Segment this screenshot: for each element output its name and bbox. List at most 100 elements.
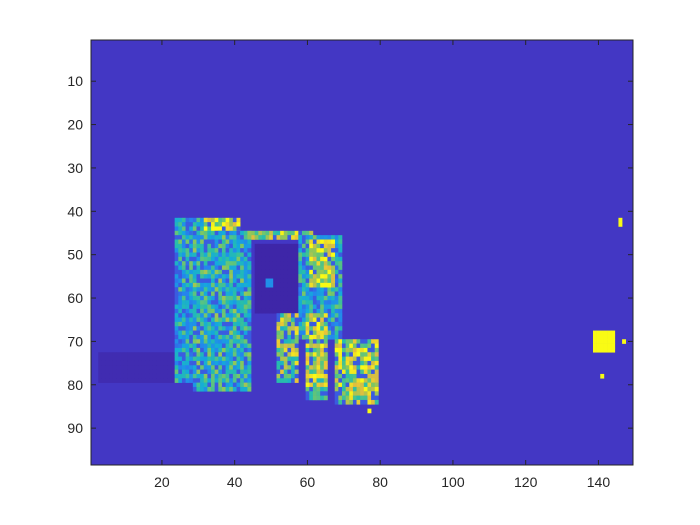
heatmap-cell — [269, 243, 274, 249]
heatmap-cell — [338, 330, 343, 336]
heatmap-cell — [294, 339, 299, 344]
heatmap-cell — [254, 278, 259, 284]
heatmap-cell — [171, 360, 175, 366]
heatmap-cell — [305, 321, 310, 327]
heatmap-cell — [291, 243, 296, 249]
heatmap-cell — [276, 334, 281, 340]
heatmap-cell — [196, 265, 201, 271]
heatmap-cell — [331, 295, 336, 301]
heatmap-cell — [181, 252, 186, 258]
heatmap-cell — [258, 230, 263, 236]
heatmap-cell — [181, 274, 186, 279]
heatmap-cell — [218, 365, 223, 370]
heatmap-cell — [360, 352, 365, 357]
heatmap-cell — [200, 326, 205, 331]
heatmap-cell — [280, 308, 285, 314]
heatmap-cell — [189, 373, 194, 379]
heatmap-cell — [221, 382, 226, 388]
heatmap-cell — [323, 256, 328, 262]
heatmap-cell — [247, 269, 252, 275]
heatmap-cell — [185, 369, 190, 375]
heatmap-cell — [305, 378, 310, 383]
heatmap-cell — [167, 365, 172, 370]
heatmap-cell — [323, 365, 328, 370]
heatmap-cell — [211, 352, 215, 357]
heatmap-cell — [214, 300, 219, 305]
heatmap-cell — [341, 386, 346, 392]
heatmap-cell — [618, 217, 623, 223]
heatmap-cell — [203, 317, 208, 323]
heatmap-cell — [225, 365, 230, 370]
heatmap-cell — [294, 265, 299, 271]
heatmap-cell — [167, 356, 172, 362]
heatmap-cell — [323, 274, 328, 279]
heatmap-cell — [309, 239, 314, 245]
heatmap-cell — [185, 360, 190, 366]
heatmap-cell — [207, 365, 212, 370]
heatmap-cell — [189, 239, 194, 245]
heatmap-cell — [258, 261, 263, 266]
heatmap-cell — [178, 330, 183, 336]
heatmap-cell — [309, 300, 314, 305]
heatmap-cell — [323, 248, 328, 253]
heatmap-cell — [214, 352, 219, 357]
heatmap-cell — [185, 300, 190, 305]
heatmap-cell — [214, 378, 219, 383]
heatmap-cell — [236, 326, 241, 331]
heatmap-cell — [214, 369, 219, 375]
heatmap-cell — [225, 252, 230, 258]
heatmap-cell — [338, 295, 343, 301]
heatmap-cell — [232, 321, 237, 327]
heatmap-cell — [323, 291, 328, 297]
heatmap-cell — [291, 360, 296, 366]
heatmap-cell — [356, 386, 361, 392]
x-tick-label: 60 — [300, 474, 316, 490]
heatmap-cell — [200, 261, 205, 266]
heatmap-cell — [338, 269, 343, 275]
heatmap-cell — [229, 295, 234, 301]
heatmap-cell — [356, 347, 361, 353]
heatmap-cell — [218, 369, 223, 375]
heatmap-cell — [334, 343, 339, 349]
heatmap-cell — [171, 378, 175, 383]
heatmap-cell — [203, 356, 208, 362]
heatmap-cell — [211, 300, 215, 305]
x-tick-label: 140 — [587, 474, 611, 490]
heatmap-cell — [280, 295, 285, 301]
heatmap-cell — [200, 269, 205, 275]
heatmap-cell — [232, 304, 237, 310]
heatmap-cell — [360, 386, 365, 392]
heatmap-cell — [334, 291, 339, 297]
heatmap-cell — [261, 287, 266, 292]
heatmap-cell — [349, 382, 354, 388]
heatmap-cell — [236, 287, 241, 292]
heatmap-cell — [360, 347, 365, 353]
heatmap-cell — [360, 378, 365, 383]
heatmap-cell — [174, 360, 179, 366]
heatmap-cell — [174, 239, 179, 245]
heatmap-cell — [203, 291, 208, 297]
heatmap-cell — [152, 352, 157, 357]
heatmap-cell — [185, 243, 190, 249]
heatmap-cell — [192, 282, 197, 288]
heatmap-cell — [269, 304, 274, 310]
heatmap-cell — [192, 235, 197, 240]
heatmap-cell — [232, 230, 237, 236]
heatmap-cell — [229, 265, 234, 271]
heatmap-cell — [192, 369, 197, 375]
heatmap-cell — [374, 360, 379, 366]
heatmap-cell — [338, 343, 343, 349]
heatmap-cell — [178, 360, 183, 366]
heatmap-cell — [105, 378, 110, 383]
heatmap-cell — [98, 360, 103, 366]
heatmap-cell — [291, 347, 296, 353]
heatmap-cell — [211, 308, 215, 314]
heatmap-cell — [203, 373, 208, 379]
heatmap-cell — [276, 230, 281, 236]
heatmap-cell — [221, 386, 226, 392]
heatmap-cell — [258, 243, 263, 249]
heatmap-cell — [261, 252, 266, 258]
heatmap-cell — [192, 248, 197, 253]
heatmap-cell — [112, 369, 117, 375]
